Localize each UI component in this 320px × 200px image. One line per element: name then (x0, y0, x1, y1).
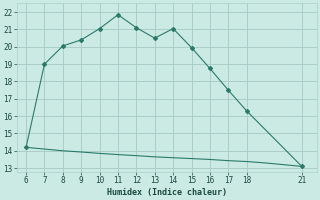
X-axis label: Humidex (Indice chaleur): Humidex (Indice chaleur) (107, 188, 227, 197)
